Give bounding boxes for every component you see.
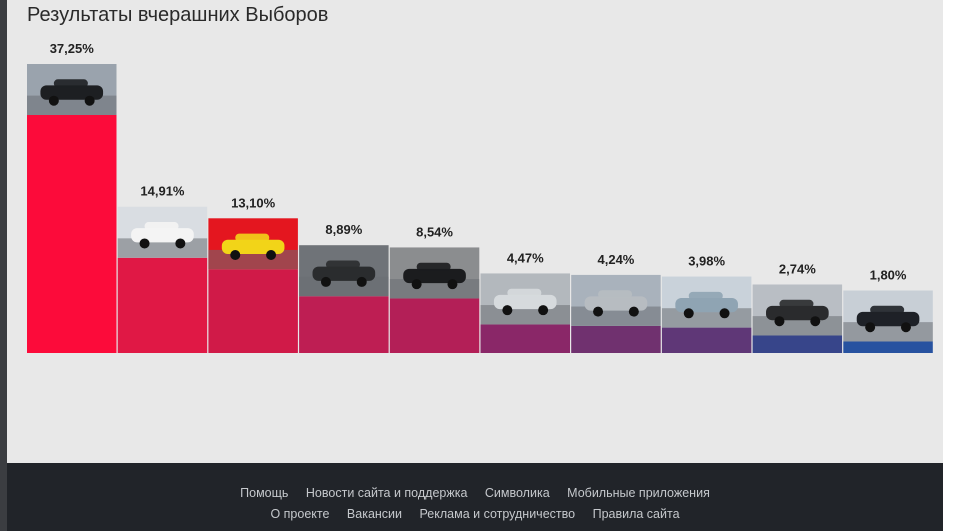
footer-links-row-2: О проекте Вакансии Реклама и сотрудничес… (7, 507, 943, 521)
car-photo-icon[interactable] (117, 206, 208, 258)
bar-group[interactable]: 8,89% (299, 222, 389, 353)
bar[interactable] (480, 324, 571, 353)
bar-group[interactable]: 8,54% (389, 224, 480, 353)
bar-group[interactable]: 4,24% (571, 252, 661, 353)
footer-link-news[interactable]: Новости сайта и поддержка (305, 486, 468, 500)
car-photo-icon[interactable] (27, 64, 117, 115)
car-photo-icon[interactable] (571, 274, 661, 326)
car-photo-icon[interactable] (843, 290, 933, 342)
data-label: 14,91% (140, 184, 185, 199)
car-photo-icon[interactable] (480, 273, 571, 325)
footer-link-rules[interactable]: Правила сайта (592, 507, 680, 521)
bar-group[interactable]: 37,25% (27, 41, 117, 353)
site-footer: Помощь Новости сайта и поддержка Символи… (7, 463, 943, 531)
chart-title: Результаты вчерашних Выборов (27, 4, 329, 26)
bar[interactable] (843, 341, 933, 353)
footer-link-help[interactable]: Помощь (240, 486, 289, 500)
bar-group[interactable]: 2,74% (752, 261, 843, 353)
footer-link-jobs[interactable]: Вакансии (346, 507, 403, 521)
bar[interactable] (389, 298, 480, 353)
footer-links-row-1: Помощь Новости сайта и поддержка Символи… (7, 486, 943, 500)
car-photo-icon[interactable] (299, 245, 389, 297)
bar-group[interactable]: 14,91% (117, 184, 208, 353)
bar[interactable] (661, 327, 752, 353)
bar-group[interactable]: 3,98% (661, 254, 752, 353)
car-photo-icon[interactable] (752, 284, 843, 336)
data-label: 4,47% (507, 250, 544, 265)
data-label: 8,89% (325, 222, 362, 237)
bar-group[interactable]: 4,47% (480, 250, 571, 353)
bar[interactable] (571, 325, 661, 353)
bar-group[interactable]: 13,10% (208, 195, 298, 353)
data-label: 8,54% (416, 224, 453, 239)
data-label: 4,24% (598, 252, 635, 267)
bar[interactable] (752, 335, 843, 353)
footer-link-symbols[interactable]: Символика (484, 486, 550, 500)
footer-link-mobile-apps[interactable]: Мобильные приложения (567, 486, 710, 500)
bar[interactable] (27, 115, 117, 353)
bar[interactable] (208, 269, 298, 353)
footer-link-advertising[interactable]: Реклама и сотрудничество (419, 507, 576, 521)
car-photo-icon[interactable] (661, 276, 752, 328)
bar-chart: 37,25% 14,91% 13,10% 8,89% 8,54% 4,47% 4,24% 3,… (27, 41, 933, 353)
data-label: 1,80% (870, 267, 907, 282)
car-photo-icon[interactable] (389, 247, 480, 299)
chart-panel: Результаты вчерашних Выборов 37,25% 14,91… (7, 0, 943, 463)
data-label: 13,10% (231, 195, 276, 210)
data-label: 3,98% (688, 254, 725, 269)
car-photo-icon[interactable] (208, 218, 298, 270)
data-label: 2,74% (779, 261, 816, 276)
window-left-edge (0, 0, 7, 531)
bar[interactable] (117, 257, 208, 353)
bar[interactable] (299, 296, 389, 353)
footer-link-about[interactable]: О проекте (270, 507, 330, 521)
bar-group[interactable]: 1,80% (843, 267, 933, 353)
data-label: 37,25% (50, 41, 95, 56)
